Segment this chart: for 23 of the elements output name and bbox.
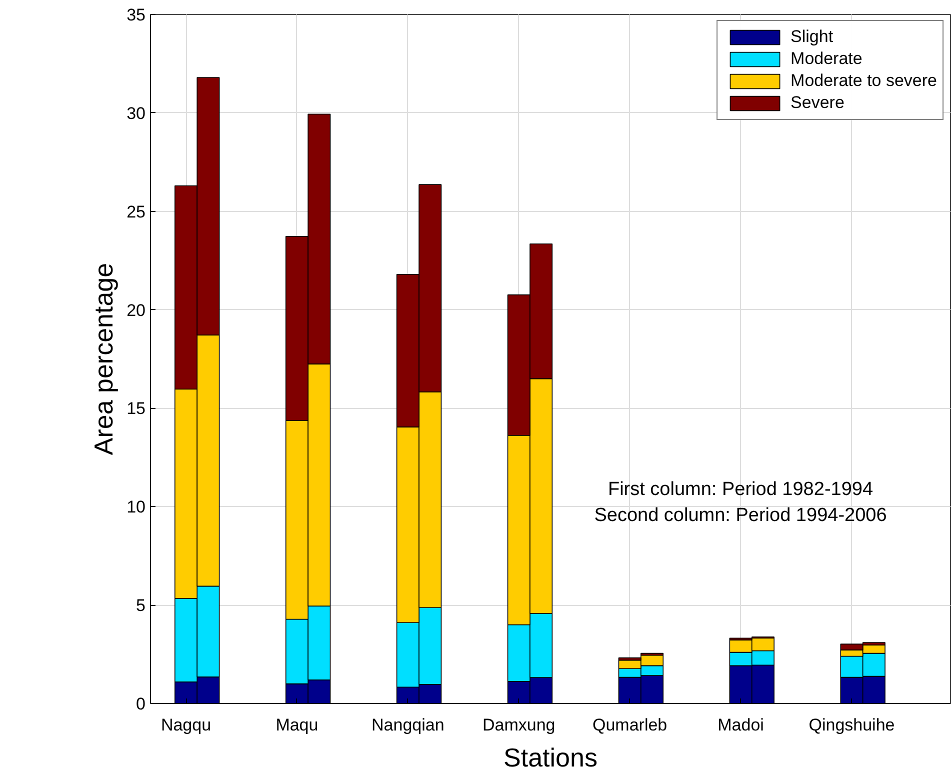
y-tick-label: 5 (136, 596, 146, 616)
x-tick-label: Nangqian (372, 716, 444, 734)
annotation: First column: Period 1982-1994 (608, 479, 874, 500)
x-tick-label: Qumarleb (592, 716, 668, 734)
y-tick-label: 0 (136, 694, 146, 714)
x-tick-label: Damxung (482, 716, 556, 734)
legend-label: Moderate (790, 49, 862, 69)
annotation: Second column: Period 1994-2006 (594, 505, 887, 526)
x-tick-label: Madoi (718, 716, 764, 734)
y-axis-title: Area percentage (88, 262, 119, 456)
x-tick-label: Maqu (276, 716, 318, 734)
x-tick-label: Qingshuihe (808, 716, 895, 734)
y-tick-label: 30 (126, 104, 146, 123)
y-tick-label: 35 (126, 6, 146, 24)
y-tick-label: 10 (126, 498, 146, 517)
y-tick-label: 25 (126, 202, 146, 222)
legend-label: Slight (790, 27, 834, 47)
x-axis-title: Stations (504, 742, 598, 772)
y-tick-label: 20 (126, 300, 146, 320)
legend-label: Severe (790, 93, 844, 113)
y-tick-label: 15 (126, 399, 146, 418)
x-tick-label: Nagqu (160, 716, 212, 734)
legend-label: Moderate to severe (790, 71, 937, 91)
